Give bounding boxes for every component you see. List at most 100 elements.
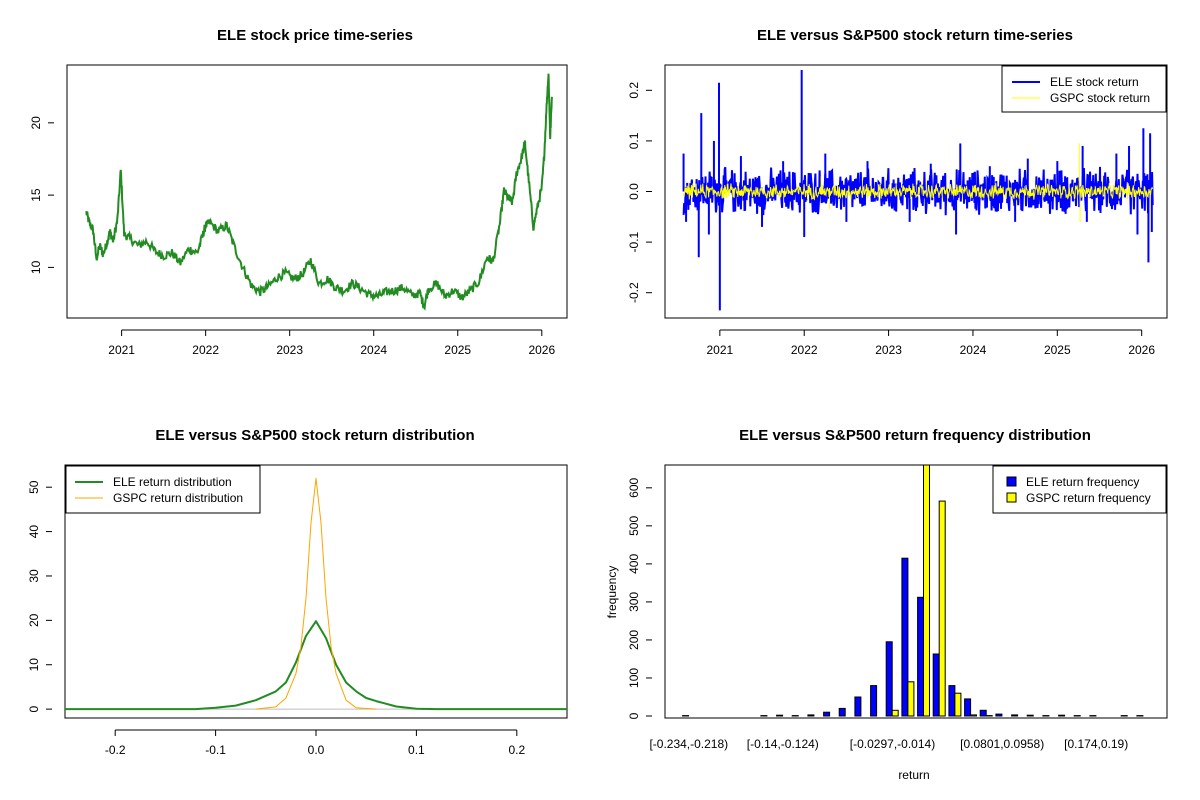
price-chart-title: ELE stock price time-series — [217, 27, 413, 44]
y-tick-label: 50 — [27, 480, 41, 494]
ele-frequency-bar — [932, 653, 940, 717]
y-tick-label: -0.1 — [627, 231, 641, 252]
ele-frequency-bar — [979, 709, 987, 717]
y-tick-label: 10 — [29, 260, 43, 274]
ele-frequency-bar — [838, 707, 846, 717]
gspc-frequency-bar — [970, 714, 977, 717]
x-tick-label: 2026 — [1128, 343, 1155, 357]
ele-frequency-bar — [964, 698, 972, 717]
price-plot-frame — [66, 64, 568, 319]
x-tick-label: 2021 — [108, 343, 135, 357]
return-chart-title: ELE versus S&P500 stock return time-seri… — [757, 27, 1073, 44]
ele-frequency-bar — [823, 711, 831, 717]
ele-frequency-bar — [776, 714, 784, 717]
return-plot-frame — [664, 64, 1168, 319]
distribution-legend: ELE return distribution GSPC return dist… — [65, 465, 261, 514]
ele-frequency-bar — [995, 713, 1003, 717]
gspc-frequency-bar — [907, 681, 915, 717]
ele-frequency-legend-swatch — [1006, 476, 1017, 487]
gspc-frequency-bar — [938, 500, 946, 717]
ele-frequency-bar — [807, 714, 815, 717]
frequency-plot-frame — [664, 464, 1168, 719]
y-tick-label: 15 — [29, 188, 43, 202]
gspc-return-line — [683, 182, 1154, 201]
return-legend-box — [1001, 65, 1167, 113]
frequency-legend: ELE return frequency GSPC return frequen… — [992, 465, 1167, 514]
distribution-x-axis: -0.2 -0.1 0.0 0.1 0.2 — [105, 729, 525, 757]
x-tick-label: 2025 — [1044, 343, 1071, 357]
ele-price-line — [85, 73, 553, 311]
x-tick-label: 2023 — [875, 343, 902, 357]
frequency-x-axis-label: return — [898, 768, 929, 782]
frequency-chart-title: ELE versus S&P500 return frequency distr… — [739, 427, 1091, 444]
return-y-axis: -0.2 -0.1 0.0 0.1 0.2 — [627, 82, 652, 303]
x-tick-label: [-0.0297,-0.014) — [850, 737, 935, 751]
y-tick-label: 30 — [27, 569, 41, 583]
y-tick-label: 0.2 — [627, 82, 641, 99]
x-tick-label: [-0.234,-0.218) — [649, 737, 728, 751]
ele-frequency-bar — [917, 596, 925, 717]
y-tick-label: 20 — [29, 116, 43, 130]
ele-frequency-bar — [854, 696, 862, 717]
y-tick-label: 0.1 — [627, 132, 641, 149]
x-tick-label: 2025 — [444, 343, 471, 357]
ele-frequency-bar — [1058, 714, 1066, 717]
y-tick-label: 40 — [27, 525, 41, 539]
distribution-chart-title: ELE versus S&P500 stock return distribut… — [155, 427, 474, 444]
distribution-panel: ELE versus S&P500 stock return distribut… — [27, 427, 568, 757]
ele-density-legend-label: ELE return distribution — [113, 475, 232, 489]
y-tick-label: 100 — [627, 668, 641, 688]
y-tick-label: 200 — [627, 630, 641, 650]
gspc-frequency-legend-label: GSPC return frequency — [1026, 491, 1151, 505]
distribution-legend-box — [65, 465, 261, 514]
y-tick-label: 0 — [27, 705, 41, 712]
ele-frequency-bar — [870, 685, 878, 717]
return-x-axis: 2021 2022 2023 2024 2025 2026 — [706, 329, 1155, 357]
x-tick-label: 0.0 — [308, 743, 325, 757]
gspc-density-line — [255, 477, 377, 710]
y-tick-label: 400 — [627, 554, 641, 574]
x-tick-label: 2022 — [192, 343, 219, 357]
ele-frequency-bar — [885, 641, 893, 717]
y-tick-label: 10 — [27, 658, 41, 672]
gspc-frequency-bar — [923, 464, 930, 717]
x-tick-label: 2023 — [276, 343, 303, 357]
frequency-x-axis: [-0.234,-0.218) [-0.14,-0.124) [-0.0297,-0… — [649, 737, 1128, 751]
x-tick-label: 2021 — [706, 343, 733, 357]
x-tick-label: -0.2 — [105, 743, 126, 757]
x-tick-label: 0.1 — [408, 743, 425, 757]
ele-frequency-legend-label: ELE return frequency — [1026, 475, 1139, 489]
ele-frequency-bar — [948, 685, 956, 717]
distribution-plot-frame — [64, 464, 568, 719]
y-tick-label: 20 — [27, 613, 41, 627]
x-tick-label: -0.1 — [205, 743, 226, 757]
gspc-frequency-bar — [891, 709, 899, 717]
y-tick-label: 600 — [627, 477, 641, 497]
y-tick-label: 0.0 — [627, 183, 641, 200]
x-tick-label: 2026 — [528, 343, 555, 357]
ele-frequency-bar — [1011, 714, 1019, 717]
gspc-density-legend-label: GSPC return distribution — [113, 491, 243, 505]
y-tick-label: 500 — [627, 516, 641, 536]
gspc-frequency-legend-swatch — [1006, 492, 1017, 503]
x-tick-label: 0.2 — [508, 743, 525, 757]
y-tick-label: 300 — [627, 592, 641, 612]
gspc-return-legend-label: GSPC stock return — [1050, 91, 1150, 105]
price-x-axis: 2021 2022 2023 2024 2025 2026 — [108, 329, 555, 357]
y-tick-label: -0.2 — [627, 282, 641, 303]
ele-frequency-bar — [1026, 714, 1034, 717]
y-tick-label: 0 — [627, 712, 641, 719]
x-tick-label: 2022 — [791, 343, 818, 357]
x-tick-label: [0.0801,0.0958) — [960, 737, 1044, 751]
return-legend: ELE stock return GSPC stock return — [1001, 65, 1167, 113]
frequency-panel: ELE versus S&P500 return frequency distr… — [605, 427, 1168, 782]
frequency-y-axis-label: frequency — [605, 566, 619, 619]
distribution-y-axis: 0 10 20 30 40 50 — [27, 480, 52, 712]
price-y-axis: 10 15 20 — [29, 116, 54, 274]
price-plot-area — [85, 73, 553, 311]
frequency-legend-box — [992, 465, 1167, 514]
frequency-y-axis: 0 100 200 300 400 500 600 — [627, 477, 652, 719]
x-tick-label: [-0.14,-0.124) — [747, 737, 819, 751]
ele-density-line — [65, 620, 567, 711]
